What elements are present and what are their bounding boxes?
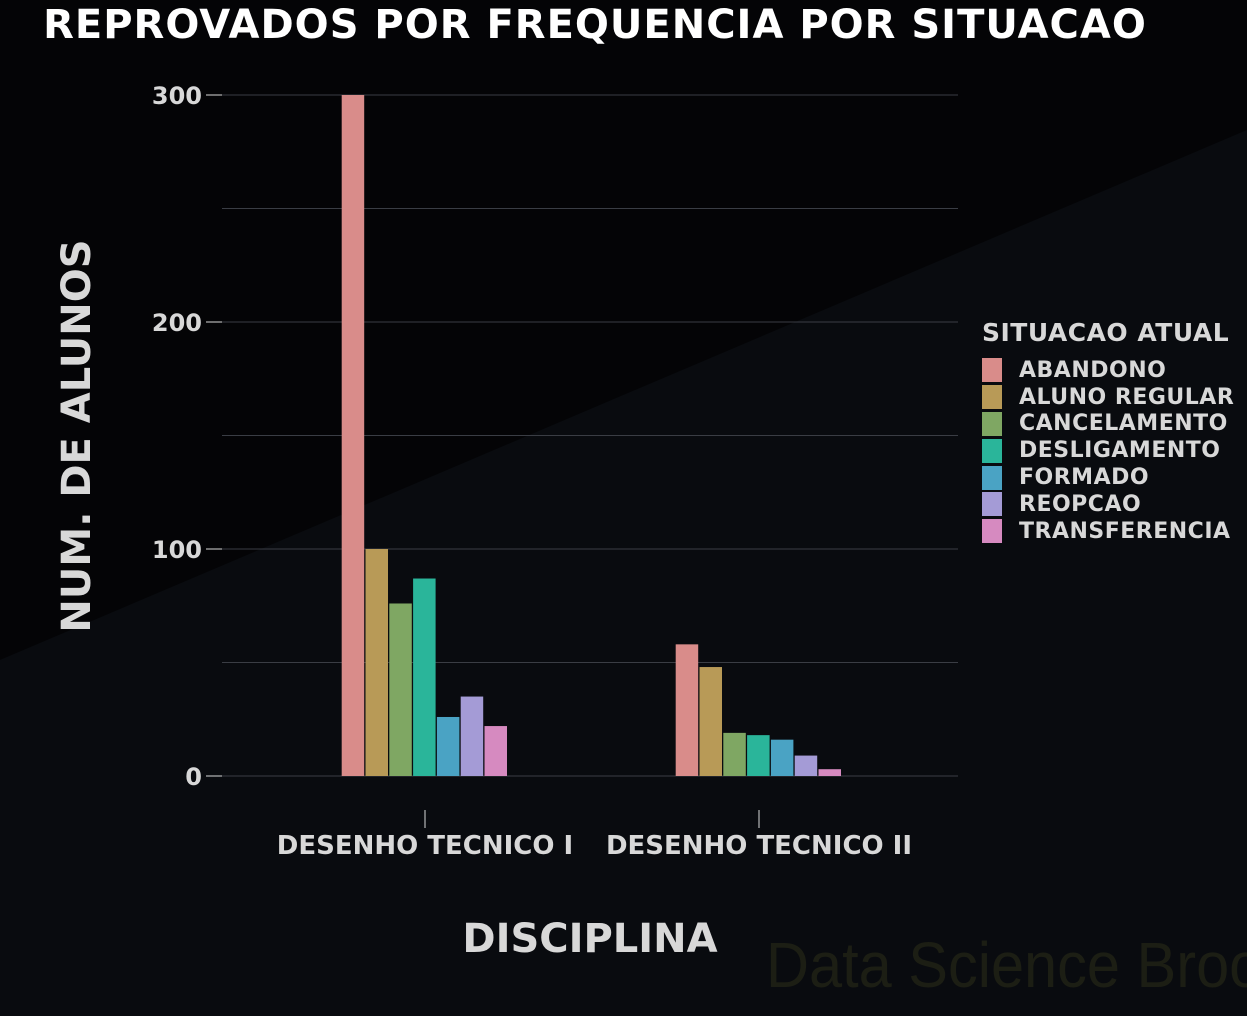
grid [222,94,958,777]
bar [413,578,436,776]
bar [747,735,770,776]
legend-item: TRANSFERENCIA [982,518,1244,545]
x-axis: DESENHO TECNICO I DESENHO TECNICO II [277,810,912,861]
legend-swatch [982,438,1002,463]
bar [389,603,412,776]
legend: SITUACAO ATUAL ABANDONO ALUNO REGULAR CANC… [982,318,1244,545]
bar [675,644,699,776]
legend-swatch [982,358,1002,383]
y-tick-label: 200 [152,309,202,337]
y-tick-label: 300 [152,82,202,110]
legend-item: CANCELAMENTO [982,411,1244,438]
bar [723,732,746,776]
legend-label: CANCELAMENTO [1019,411,1228,437]
bar [460,696,484,776]
legend-item: ABANDONO [982,357,1244,384]
legend-swatch [982,465,1002,490]
legend-item: ALUNO REGULAR [982,384,1244,411]
legend-label: ABANDONO [1019,357,1167,383]
bar [699,667,722,776]
bar [436,716,460,776]
watermark: Data Science Broon [766,929,1247,1001]
x-tick-label: DESENHO TECNICO II [606,831,912,861]
y-axis-label: NUM. DE ALUNOS [54,239,100,632]
legend-label: DESLIGAMENTO [1019,438,1221,464]
y-tick-label: 100 [152,536,202,564]
legend-label: ALUNO REGULAR [1019,384,1235,410]
legend-label: FORMADO [1019,465,1150,491]
bar [794,755,818,776]
legend-swatch [982,519,1002,544]
legend-item: REOPCAO [982,491,1244,518]
bar [484,726,507,776]
legend-label: TRANSFERENCIA [1019,518,1231,544]
bar [818,769,841,776]
bar [365,549,388,776]
legend-label: REOPCAO [1019,491,1142,517]
y-tick-label: 0 [185,763,202,791]
legend-items: ABANDONO ALUNO REGULAR CANCELAMENTO DESLIGA… [982,357,1244,545]
legend-swatch [982,385,1002,410]
bar [341,95,365,776]
legend-title: SITUACAO ATUAL [982,318,1230,347]
legend-item: DESLIGAMENTO [982,437,1244,464]
legend-item: FORMADO [982,464,1244,491]
x-axis-label: DISCIPLINA [462,916,717,962]
bars [341,95,841,776]
legend-swatch [982,411,1002,436]
x-tick-label: DESENHO TECNICO I [277,831,573,861]
y-axis: 0 100 200 300 [152,82,222,791]
legend-swatch [982,492,1002,517]
chart-title: REPROVADOS POR FREQUENCIA POR SITUACAO [43,2,1147,48]
bar [770,739,794,776]
